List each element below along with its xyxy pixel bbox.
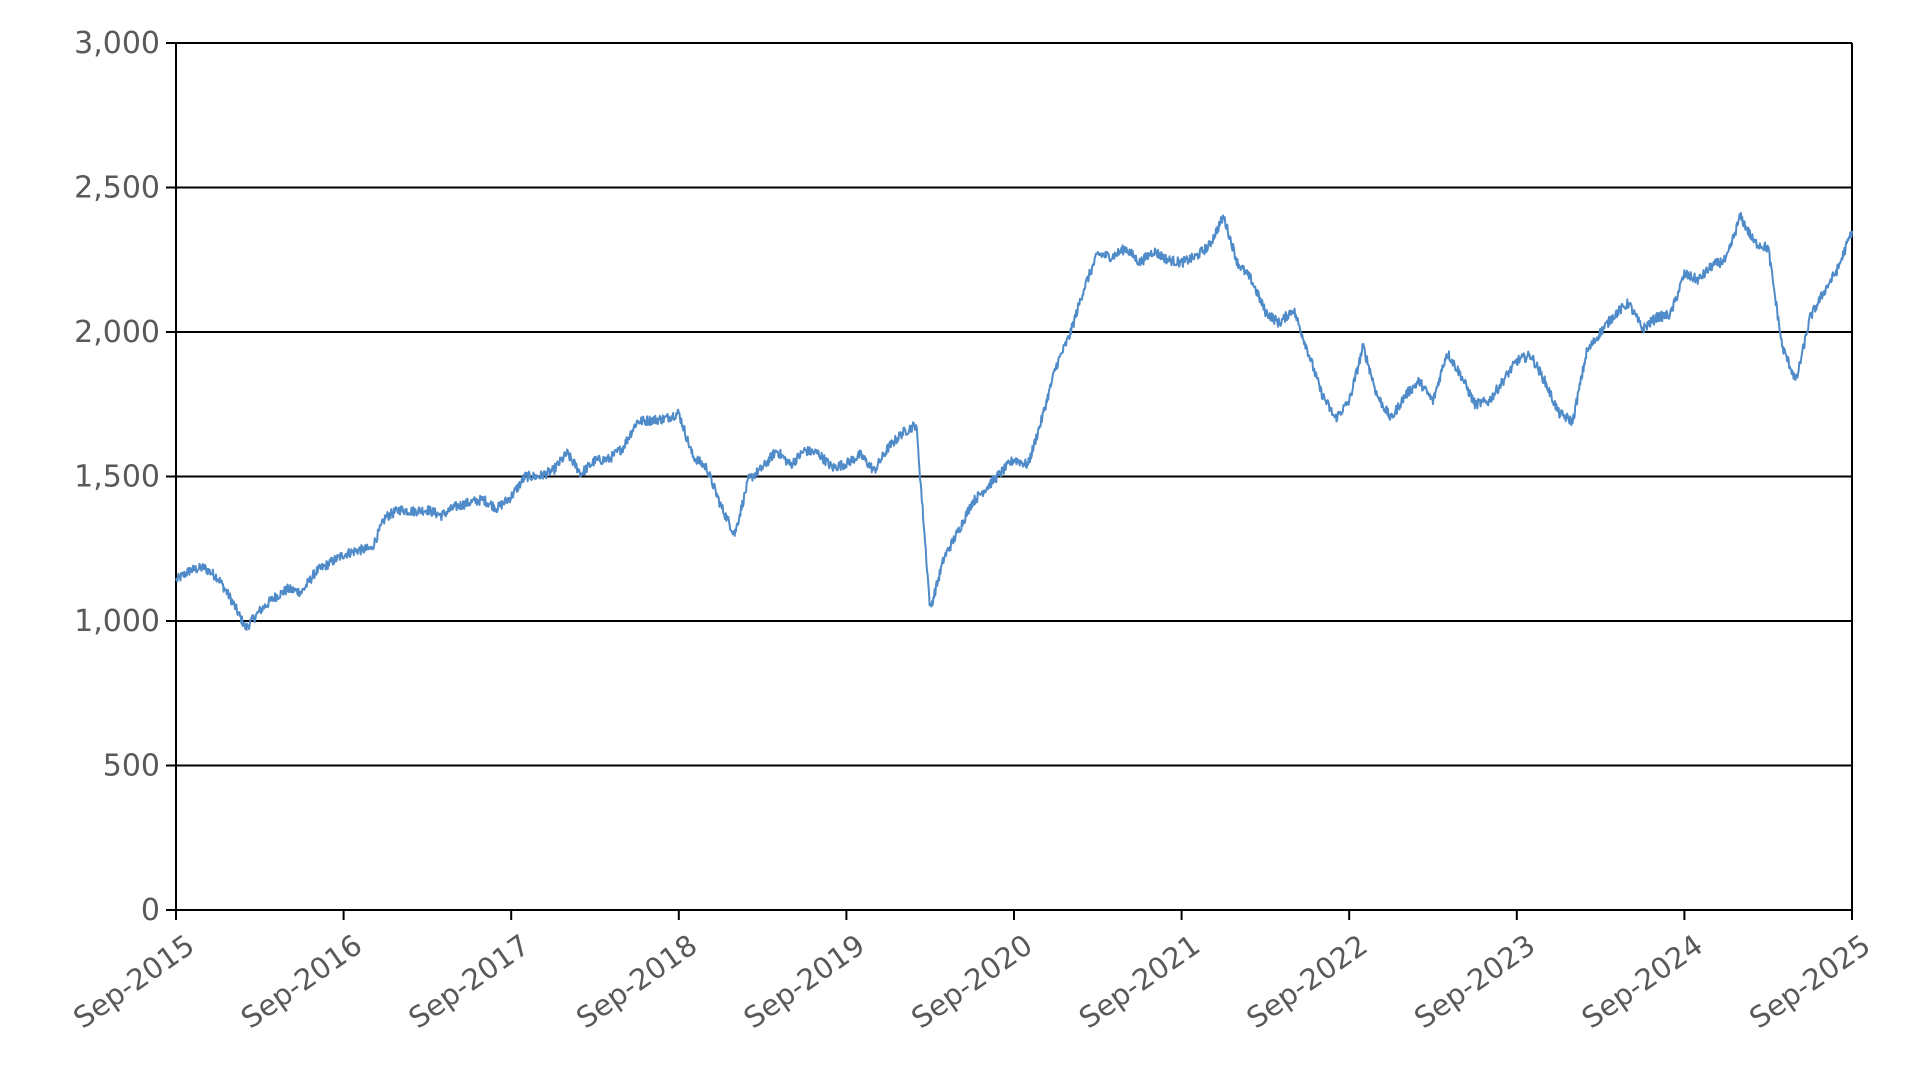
x-tick-labels: Sep-2015 Sep-2016 Sep-2017 Sep-2018 Sep-2019…: [67, 928, 1876, 1036]
x-tick-label: Sep-2020: [905, 928, 1038, 1036]
x-tick-label: Sep-2022: [1240, 928, 1373, 1036]
series-layer: [175, 211, 1853, 631]
y-tick-labels: 0 500 1,000 1,500 2,000 2,500 3,000: [74, 26, 160, 928]
x-tick-label: Sep-2023: [1408, 928, 1541, 1036]
axes: [166, 42, 1853, 920]
x-tick-label: Sep-2016: [235, 928, 368, 1036]
y-tick-label: 1,500: [74, 460, 160, 495]
y-tick-label: 3,000: [74, 26, 160, 61]
x-tick-label: Sep-2019: [738, 928, 871, 1036]
grid-lines: [176, 42, 1852, 767]
y-tick-label: 0: [141, 893, 160, 928]
x-tick-label: Sep-2017: [402, 928, 535, 1036]
y-tick-label: 2,000: [74, 315, 160, 350]
x-tick-label: Sep-2015: [67, 928, 200, 1036]
x-tick-label: Sep-2021: [1073, 928, 1206, 1036]
series-line-0: [175, 211, 1853, 631]
y-tick-label: 1,000: [74, 604, 160, 639]
x-tick-label: Sep-2018: [570, 928, 703, 1036]
y-tick-label: 2,500: [74, 171, 160, 206]
y-tick-label: 500: [103, 749, 160, 784]
x-tick-label: Sep-2025: [1743, 928, 1876, 1036]
x-tick-label: Sep-2024: [1576, 928, 1709, 1036]
